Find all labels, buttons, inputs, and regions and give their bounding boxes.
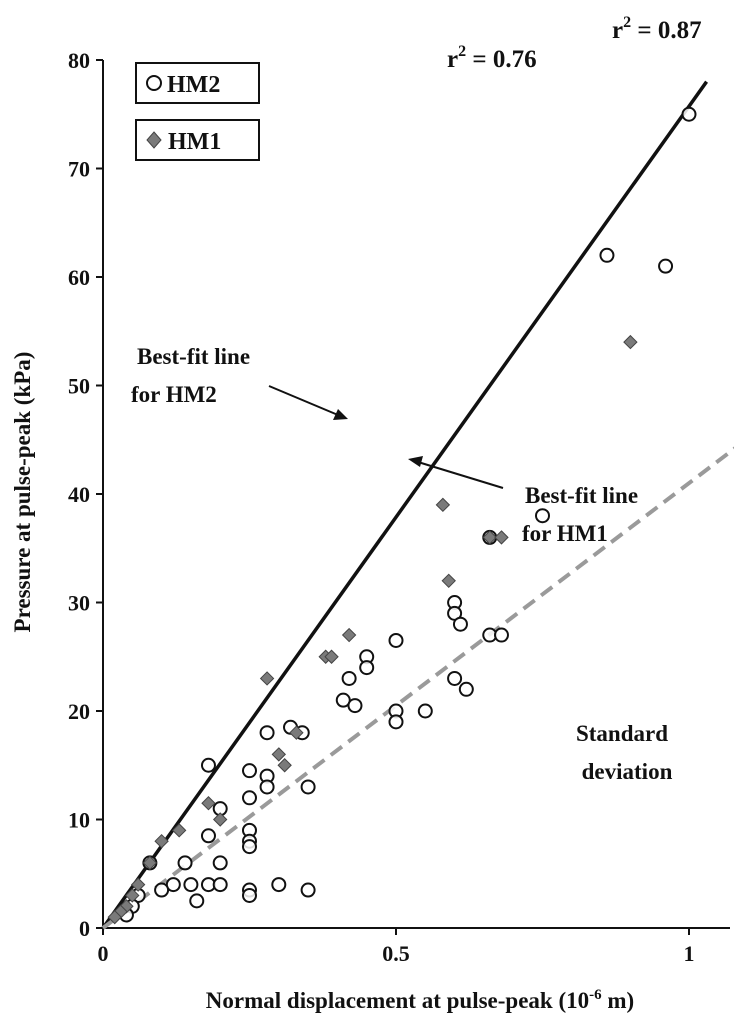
point-hm1: [324, 649, 339, 664]
point-hm2: [417, 703, 433, 719]
data-points: [107, 106, 697, 925]
x-axis-title: Normal displacement at pulse-peak (10-6 …: [206, 987, 634, 1013]
point-hm2: [493, 627, 509, 643]
point-hm2: [200, 757, 216, 773]
point-hm2: [154, 882, 170, 898]
point-hm2: [183, 877, 199, 893]
y-tick-label: 30: [68, 591, 90, 616]
y-tick-label: 60: [68, 265, 90, 290]
point-hm2: [388, 714, 404, 730]
point-hm1: [171, 823, 187, 838]
point-hm1: [154, 833, 169, 849]
point-hm2: [165, 877, 181, 893]
point-hm1: [212, 812, 228, 827]
point-hm2: [242, 763, 257, 779]
x-tick-label: 1: [684, 941, 695, 966]
point-hm2: [335, 692, 351, 708]
legend-marker-hm1: [146, 131, 162, 149]
point-hm1: [441, 573, 456, 589]
point-hm2: [658, 258, 674, 274]
point-hm1: [341, 627, 357, 643]
point-hm2: [259, 779, 275, 795]
series-hm1: [107, 334, 638, 925]
legend: HM2 HM1: [135, 62, 260, 161]
point-hm2: [189, 893, 205, 909]
y-tick-label: 0: [79, 916, 90, 941]
point-hm2: [341, 670, 357, 686]
point-hm2: [359, 660, 375, 676]
point-hm2: [447, 670, 463, 686]
fit-line-hm2: [101, 80, 709, 930]
r2-label-hm2: r2 = 0.76: [447, 43, 537, 73]
point-hm2: [212, 877, 228, 893]
point-hm2: [300, 779, 316, 795]
point-hm2: [242, 839, 257, 855]
point-hm1: [130, 877, 146, 892]
legend-label-hm1: HM1: [168, 129, 221, 155]
point-hm2: [242, 790, 257, 806]
annotation-hm2-fit: Best-fit line for HM2: [131, 344, 250, 407]
r2-label-hm1: r2 = 0.87: [612, 14, 702, 44]
point-hm2: [271, 877, 287, 893]
legend-marker-hm2: [146, 75, 162, 91]
legend-label-hm2: HM2: [167, 72, 220, 98]
point-hm2: [259, 725, 275, 741]
point-hm2: [681, 106, 697, 122]
y-axis-title: Pressure at pulse-peak (kPa): [10, 352, 35, 633]
fit-line-hm1: [101, 446, 734, 930]
point-hm2: [458, 681, 474, 697]
point-hm2: [300, 882, 316, 898]
point-hm2: [200, 828, 216, 844]
point-hm2: [177, 855, 193, 871]
point-hm1: [277, 758, 292, 773]
legend-box-hm1: [135, 119, 260, 161]
point-hm2: [452, 616, 468, 632]
point-hm2: [388, 632, 404, 648]
point-hm1: [201, 796, 216, 811]
arrow-hm2-fit: [268, 385, 348, 420]
point-hm2: [242, 887, 257, 903]
arrow-hm1-fit: [408, 456, 504, 489]
y-tick-label: 40: [68, 482, 90, 507]
point-hm1: [289, 725, 304, 740]
point-hm2: [599, 247, 615, 263]
point-hm1: [107, 909, 122, 925]
point-hm2: [212, 855, 228, 871]
point-hm1: [435, 497, 451, 513]
x-tick-label: 0.5: [382, 941, 410, 966]
point-hm2: [347, 698, 363, 714]
fit-lines: [101, 80, 734, 930]
y-tick-label: 10: [68, 808, 90, 833]
point-hm1: [259, 671, 275, 686]
point-hm1: [142, 855, 158, 871]
y-tick-label: 50: [68, 374, 90, 399]
point-hm1: [271, 747, 287, 762]
point-hm2: [535, 508, 550, 524]
y-tick-label: 20: [68, 699, 90, 724]
point-hm1: [482, 530, 497, 545]
y-tick-label: 80: [68, 48, 90, 73]
point-hm1: [623, 334, 638, 350]
point-hm1: [494, 530, 509, 545]
y-tick-label: 70: [68, 157, 90, 182]
x-tick-label: 0: [98, 941, 109, 966]
annotation-hm1-fit: Best-fit line for HM1: [522, 483, 638, 546]
point-hm1: [125, 888, 140, 903]
annotation-std: Standard deviation: [576, 721, 673, 784]
